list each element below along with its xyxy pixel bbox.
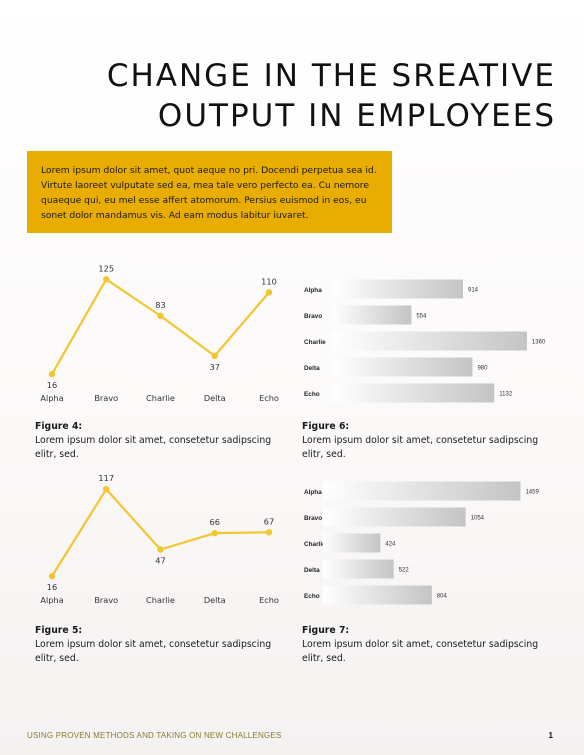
fig4-point-charlie [157,312,164,320]
figure-5-chart: 16 Alpha 117 Bravo 47 Charlie 66 Delta 67 Echo [27,470,279,610]
figure-5-caption-text: Lorem ipsum dolor sit amet, consetetur s… [35,639,272,664]
figure-7-chart: Alpha 1459 Bravo 1054 Charlie 424 Delta 522 Echo… [300,478,545,608]
fig5-point-alpha [48,573,56,580]
fig6-bar-delta [332,357,473,377]
figure-4-caption: Figure 4: Lorem ipsum dolor sit amet, co… [35,420,285,462]
fig6-category-label-charlie: Charlie [304,339,326,346]
fig4-data-label-echo: 110 [261,276,277,286]
figure-5-caption-title: Figure 5: [35,625,83,636]
fig4-tick-label-bravo: Bravo [94,393,118,403]
figure-4-svg: 16 Alpha 125 Bravo 83 Charlie 37 Delta 110 Echo [40,263,279,403]
fig4-tick-label-delta: Delta [204,393,226,403]
fig4-point-delta [211,352,218,360]
fig7-category-label-alpha: Alpha [304,489,322,496]
fig7-category-label-delta: Delta [304,567,320,574]
fig5-data-label-charlie: 47 [155,556,165,566]
fig7-category-label-bravo: Bravo [304,515,322,522]
fig5-data-label-delta: 66 [210,517,220,527]
fig4-tick-label-charlie: Charlie [146,393,175,403]
fig6-value-label-echo: 1132 [499,392,513,398]
fig5-data-label-bravo: 117 [98,473,114,483]
intro-box: Lorem ipsum dolor sit amet, quot aeque n… [27,151,392,233]
figure-6-chart: Alpha 914 Bravo 554 Charlie 1360 Delta 980 Echo 1… [300,274,546,404]
fig7-bar-charlie [323,533,381,553]
fig6-value-label-bravo: 554 [416,314,427,320]
fig7-value-label-echo: 804 [437,594,448,600]
fig7-value-label-bravo: 1054 [471,516,485,522]
fig5-point-echo [265,529,273,536]
figure-7-caption: Figure 7: Lorem ipsum dolor sit amet, co… [302,624,552,666]
figure-4-caption-text: Lorem ipsum dolor sit amet, consetetur s… [35,435,272,460]
fig7-value-label-delta: 522 [399,568,410,574]
fig4-point-bravo [103,276,110,283]
fig7-bar-bravo [323,507,466,527]
fig6-category-label-delta: Delta [304,365,320,372]
title-line-2: OUTPUT IN EMPLOYEES [157,98,556,134]
page-number: 1 [548,731,553,740]
figure-6-caption: Figure 6: Lorem ipsum dolor sit amet, co… [302,420,552,462]
fig5-tick-label-charlie: Charlie [146,595,175,605]
figure-7-caption-text: Lorem ipsum dolor sit amet, consetetur s… [302,639,539,664]
fig5-data-label-alpha: 16 [47,582,57,592]
fig4-data-label-delta: 37 [210,362,220,372]
figure-6-caption-title: Figure 6: [302,421,350,432]
fig4-data-label-charlie: 83 [155,300,165,310]
fig7-bar-delta [323,559,394,579]
title-line-1: CHANGE IN THE SREATIVE [106,58,556,94]
fig6-value-label-delta: 980 [477,366,488,372]
figure-6-caption-text: Lorem ipsum dolor sit amet, consetetur s… [302,435,539,460]
fig5-tick-label-alpha: Alpha [40,595,63,605]
fig6-bar-alpha [332,279,464,299]
figure-7-svg: Alpha 1459 Bravo 1054 Charlie 424 Delta 522 Echo… [304,481,539,605]
fig4-point-echo [265,289,273,296]
figure-4-caption-title: Figure 4: [35,421,83,432]
fig7-value-label-charlie: 424 [385,542,396,548]
fig4-tick-label-echo: Echo [259,393,279,403]
fig7-bar-alpha [323,481,521,501]
fig4-tick-label-alpha: Alpha [40,393,63,403]
fig6-bar-echo [332,383,495,403]
fig6-category-label-alpha: Alpha [304,287,322,294]
fig5-data-label-echo: 67 [264,516,274,526]
fig5-tick-label-bravo: Bravo [94,595,118,605]
figure-7-caption-title: Figure 7: [302,625,350,636]
fig4-data-label-bravo: 125 [98,263,114,273]
figure-4-chart: 16 Alpha 125 Bravo 83 Charlie 37 Delta 110 Echo [27,258,279,408]
fig4-point-alpha [48,370,56,378]
fig7-category-label-echo: Echo [304,593,320,600]
fig6-bar-charlie [332,331,527,351]
footer-text: USING PROVEN METHODS AND TAKING ON NEW C… [27,731,282,740]
fig5-tick-label-echo: Echo [259,595,279,605]
fig5-tick-label-delta: Delta [204,595,226,605]
page-title: CHANGE IN THE SREATIVE OUTPUT IN EMPLOYE… [107,56,556,136]
fig4-series-line [51,278,270,375]
fig6-category-label-bravo: Bravo [304,313,322,320]
fig5-point-bravo [103,486,110,493]
fig6-value-label-alpha: 914 [468,288,479,294]
figure-5-svg: 16 Alpha 117 Bravo 47 Charlie 66 Delta 67 Echo [40,473,279,605]
fig4-data-label-alpha: 16 [47,380,57,390]
fig7-value-label-alpha: 1459 [525,490,539,496]
fig5-point-charlie [157,546,164,553]
fig5-point-delta [211,529,218,537]
fig7-bar-echo [323,585,432,605]
figure-6-svg: Alpha 914 Bravo 554 Charlie 1360 Delta 980 Echo 1… [304,279,546,403]
fig6-category-label-echo: Echo [304,391,320,398]
figure-5-caption: Figure 5: Lorem ipsum dolor sit amet, co… [35,624,285,666]
fig6-value-label-charlie: 1360 [532,340,546,346]
fig6-bar-bravo [332,305,412,325]
fig7-category-label-charlie: Charlie [304,541,326,548]
